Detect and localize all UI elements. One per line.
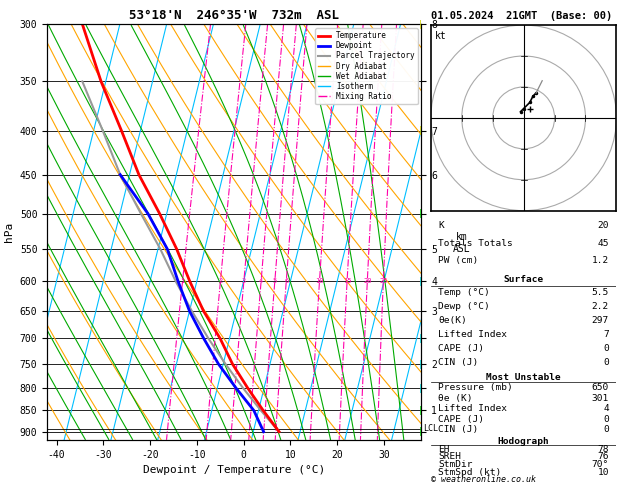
Text: LCL: LCL xyxy=(423,424,438,434)
Text: 301: 301 xyxy=(592,394,609,402)
X-axis label: Dewpoint / Temperature (°C): Dewpoint / Temperature (°C) xyxy=(143,465,325,475)
Text: 01.05.2024  21GMT  (Base: 00): 01.05.2024 21GMT (Base: 00) xyxy=(431,11,612,21)
Text: Pressure (mb): Pressure (mb) xyxy=(438,383,513,392)
Text: StmSpd (kt): StmSpd (kt) xyxy=(438,468,501,477)
Text: 0: 0 xyxy=(603,425,609,434)
Y-axis label: hPa: hPa xyxy=(4,222,14,242)
Text: PW (cm): PW (cm) xyxy=(438,256,479,265)
Legend: Temperature, Dewpoint, Parcel Trajectory, Dry Adiabat, Wet Adiabat, Isotherm, Mi: Temperature, Dewpoint, Parcel Trajectory… xyxy=(315,28,418,104)
Text: CIN (J): CIN (J) xyxy=(438,425,479,434)
Text: Hodograph: Hodograph xyxy=(498,437,550,446)
Text: StmDir: StmDir xyxy=(438,460,473,469)
Y-axis label: km
ASL: km ASL xyxy=(454,232,471,254)
Text: 2.2: 2.2 xyxy=(592,302,609,312)
Text: 6: 6 xyxy=(284,278,288,284)
Text: Lifted Index: Lifted Index xyxy=(438,330,507,339)
Text: 10: 10 xyxy=(315,278,324,284)
Text: 20: 20 xyxy=(598,221,609,230)
Text: Surface: Surface xyxy=(504,275,543,284)
Text: |: | xyxy=(419,126,421,136)
Text: Dewp (°C): Dewp (°C) xyxy=(438,302,490,312)
Text: 45: 45 xyxy=(598,239,609,247)
Text: 297: 297 xyxy=(592,316,609,325)
Text: 1.2: 1.2 xyxy=(592,256,609,265)
Text: |: | xyxy=(419,406,421,415)
Text: |: | xyxy=(419,427,421,436)
Text: 20: 20 xyxy=(363,278,372,284)
Text: 2: 2 xyxy=(218,278,223,284)
Text: CIN (J): CIN (J) xyxy=(438,358,479,367)
Text: K: K xyxy=(438,221,444,230)
Text: 7: 7 xyxy=(603,330,609,339)
Text: 5.5: 5.5 xyxy=(592,289,609,297)
Text: |: | xyxy=(419,20,421,29)
Text: 5: 5 xyxy=(272,278,277,284)
Text: SREH: SREH xyxy=(438,452,461,461)
Text: CAPE (J): CAPE (J) xyxy=(438,415,484,424)
Text: 650: 650 xyxy=(592,383,609,392)
Text: © weatheronline.co.uk: © weatheronline.co.uk xyxy=(431,474,536,484)
Text: 76: 76 xyxy=(598,452,609,461)
Text: Lifted Index: Lifted Index xyxy=(438,404,507,413)
Text: Temp (°C): Temp (°C) xyxy=(438,289,490,297)
Title: 53°18'N  246°35'W  732m  ASL: 53°18'N 246°35'W 732m ASL xyxy=(130,9,339,22)
Text: 15: 15 xyxy=(343,278,352,284)
Text: 3: 3 xyxy=(242,278,246,284)
Text: 70°: 70° xyxy=(592,460,609,469)
Text: Most Unstable: Most Unstable xyxy=(486,373,561,382)
Text: 0: 0 xyxy=(603,358,609,367)
Text: EH: EH xyxy=(438,445,450,453)
Text: 1: 1 xyxy=(181,278,184,284)
Text: 78: 78 xyxy=(598,445,609,453)
Text: θe (K): θe (K) xyxy=(438,394,473,402)
Text: 0: 0 xyxy=(603,344,609,353)
Text: 10: 10 xyxy=(598,468,609,477)
Text: 0: 0 xyxy=(603,415,609,424)
Text: |: | xyxy=(419,209,421,218)
Text: |: | xyxy=(419,277,421,286)
Text: kt: kt xyxy=(435,31,447,41)
Text: |: | xyxy=(419,360,421,368)
Text: CAPE (J): CAPE (J) xyxy=(438,344,484,353)
Text: Totals Totals: Totals Totals xyxy=(438,239,513,247)
Text: |: | xyxy=(419,383,421,393)
Text: 4: 4 xyxy=(259,278,263,284)
Text: 25: 25 xyxy=(379,278,387,284)
Text: θe(K): θe(K) xyxy=(438,316,467,325)
Text: 4: 4 xyxy=(603,404,609,413)
Text: |: | xyxy=(419,334,421,343)
